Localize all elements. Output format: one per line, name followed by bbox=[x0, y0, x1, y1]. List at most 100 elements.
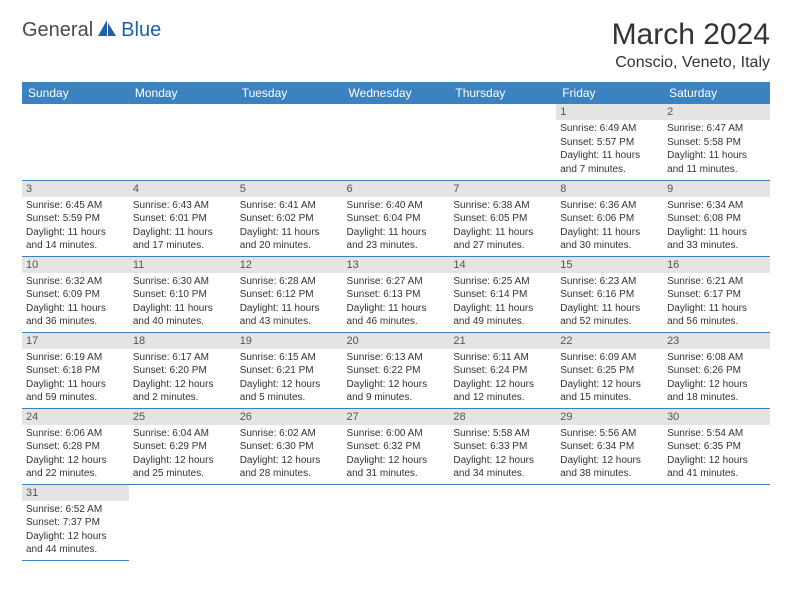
sun-info: Sunrise: 6:52 AMSunset: 7:37 PMDaylight:… bbox=[22, 501, 129, 557]
day-number: 23 bbox=[663, 333, 770, 349]
sun-info: Sunrise: 6:43 AMSunset: 6:01 PMDaylight:… bbox=[129, 197, 236, 253]
sun-info: Sunrise: 6:02 AMSunset: 6:30 PMDaylight:… bbox=[236, 425, 343, 481]
day-number: 6 bbox=[343, 181, 450, 197]
day-number: 1 bbox=[556, 104, 663, 120]
calendar-day-cell: 16Sunrise: 6:21 AMSunset: 6:17 PMDayligh… bbox=[663, 256, 770, 332]
sun-info: Sunrise: 6:11 AMSunset: 6:24 PMDaylight:… bbox=[449, 349, 556, 405]
calendar-day-cell: 5Sunrise: 6:41 AMSunset: 6:02 PMDaylight… bbox=[236, 180, 343, 256]
sun-info: Sunrise: 6:49 AMSunset: 5:57 PMDaylight:… bbox=[556, 120, 663, 176]
sun-info: Sunrise: 6:40 AMSunset: 6:04 PMDaylight:… bbox=[343, 197, 450, 253]
weekday-header: Monday bbox=[129, 82, 236, 104]
sun-info: Sunrise: 6:41 AMSunset: 6:02 PMDaylight:… bbox=[236, 197, 343, 253]
calendar-week-row: 17Sunrise: 6:19 AMSunset: 6:18 PMDayligh… bbox=[22, 332, 770, 408]
day-number: 13 bbox=[343, 257, 450, 273]
day-number: 20 bbox=[343, 333, 450, 349]
calendar-day-cell: 19Sunrise: 6:15 AMSunset: 6:21 PMDayligh… bbox=[236, 332, 343, 408]
weekday-header: Sunday bbox=[22, 82, 129, 104]
calendar-day-cell: 9Sunrise: 6:34 AMSunset: 6:08 PMDaylight… bbox=[663, 180, 770, 256]
day-number: 9 bbox=[663, 181, 770, 197]
calendar-day-cell: 2Sunrise: 6:47 AMSunset: 5:58 PMDaylight… bbox=[663, 104, 770, 180]
calendar-day-cell: 1Sunrise: 6:49 AMSunset: 5:57 PMDaylight… bbox=[556, 104, 663, 180]
calendar-day-cell: 28Sunrise: 5:58 AMSunset: 6:33 PMDayligh… bbox=[449, 408, 556, 484]
day-number: 31 bbox=[22, 485, 129, 501]
weekday-header: Thursday bbox=[449, 82, 556, 104]
day-number: 17 bbox=[22, 333, 129, 349]
calendar-day-cell: 18Sunrise: 6:17 AMSunset: 6:20 PMDayligh… bbox=[129, 332, 236, 408]
sun-info: Sunrise: 6:32 AMSunset: 6:09 PMDaylight:… bbox=[22, 273, 129, 329]
weekday-header: Saturday bbox=[663, 82, 770, 104]
sun-info: Sunrise: 6:17 AMSunset: 6:20 PMDaylight:… bbox=[129, 349, 236, 405]
day-number: 24 bbox=[22, 409, 129, 425]
calendar-day-cell: 12Sunrise: 6:28 AMSunset: 6:12 PMDayligh… bbox=[236, 256, 343, 332]
calendar-day-cell: 31Sunrise: 6:52 AMSunset: 7:37 PMDayligh… bbox=[22, 484, 129, 560]
location: Conscio, Veneto, Italy bbox=[612, 54, 770, 72]
day-number: 15 bbox=[556, 257, 663, 273]
day-number: 7 bbox=[449, 181, 556, 197]
calendar-day-cell: 29Sunrise: 5:56 AMSunset: 6:34 PMDayligh… bbox=[556, 408, 663, 484]
title-block: March 2024 Conscio, Veneto, Italy bbox=[612, 18, 770, 72]
calendar-body: 1Sunrise: 6:49 AMSunset: 5:57 PMDaylight… bbox=[22, 104, 770, 560]
logo-text-general: General bbox=[22, 19, 93, 42]
calendar-empty-cell bbox=[22, 104, 129, 180]
day-number: 22 bbox=[556, 333, 663, 349]
sun-info: Sunrise: 6:00 AMSunset: 6:32 PMDaylight:… bbox=[343, 425, 450, 481]
sun-info: Sunrise: 6:13 AMSunset: 6:22 PMDaylight:… bbox=[343, 349, 450, 405]
calendar-empty-cell bbox=[343, 104, 450, 180]
day-number: 25 bbox=[129, 409, 236, 425]
sun-info: Sunrise: 6:27 AMSunset: 6:13 PMDaylight:… bbox=[343, 273, 450, 329]
calendar-day-cell: 27Sunrise: 6:00 AMSunset: 6:32 PMDayligh… bbox=[343, 408, 450, 484]
weekday-header: Tuesday bbox=[236, 82, 343, 104]
calendar-day-cell: 23Sunrise: 6:08 AMSunset: 6:26 PMDayligh… bbox=[663, 332, 770, 408]
calendar-day-cell: 6Sunrise: 6:40 AMSunset: 6:04 PMDaylight… bbox=[343, 180, 450, 256]
weekday-header: Friday bbox=[556, 82, 663, 104]
calendar-empty-cell bbox=[236, 484, 343, 560]
sun-info: Sunrise: 6:23 AMSunset: 6:16 PMDaylight:… bbox=[556, 273, 663, 329]
day-number: 3 bbox=[22, 181, 129, 197]
calendar-day-cell: 11Sunrise: 6:30 AMSunset: 6:10 PMDayligh… bbox=[129, 256, 236, 332]
day-number: 27 bbox=[343, 409, 450, 425]
weekday-header: Wednesday bbox=[343, 82, 450, 104]
sun-info: Sunrise: 6:04 AMSunset: 6:29 PMDaylight:… bbox=[129, 425, 236, 481]
calendar-table: SundayMondayTuesdayWednesdayThursdayFrid… bbox=[22, 82, 770, 561]
calendar-day-cell: 20Sunrise: 6:13 AMSunset: 6:22 PMDayligh… bbox=[343, 332, 450, 408]
day-number: 10 bbox=[22, 257, 129, 273]
sail-icon bbox=[96, 18, 118, 43]
calendar-day-cell: 10Sunrise: 6:32 AMSunset: 6:09 PMDayligh… bbox=[22, 256, 129, 332]
calendar-day-cell: 21Sunrise: 6:11 AMSunset: 6:24 PMDayligh… bbox=[449, 332, 556, 408]
sun-info: Sunrise: 6:21 AMSunset: 6:17 PMDaylight:… bbox=[663, 273, 770, 329]
calendar-week-row: 1Sunrise: 6:49 AMSunset: 5:57 PMDaylight… bbox=[22, 104, 770, 180]
sun-info: Sunrise: 5:58 AMSunset: 6:33 PMDaylight:… bbox=[449, 425, 556, 481]
calendar-week-row: 24Sunrise: 6:06 AMSunset: 6:28 PMDayligh… bbox=[22, 408, 770, 484]
sun-info: Sunrise: 6:09 AMSunset: 6:25 PMDaylight:… bbox=[556, 349, 663, 405]
calendar-empty-cell bbox=[343, 484, 450, 560]
sun-info: Sunrise: 6:36 AMSunset: 6:06 PMDaylight:… bbox=[556, 197, 663, 253]
day-number: 11 bbox=[129, 257, 236, 273]
day-number: 30 bbox=[663, 409, 770, 425]
calendar-week-row: 10Sunrise: 6:32 AMSunset: 6:09 PMDayligh… bbox=[22, 256, 770, 332]
sun-info: Sunrise: 6:08 AMSunset: 6:26 PMDaylight:… bbox=[663, 349, 770, 405]
day-number: 29 bbox=[556, 409, 663, 425]
day-number: 26 bbox=[236, 409, 343, 425]
logo: General Blue bbox=[22, 18, 161, 43]
day-number: 8 bbox=[556, 181, 663, 197]
calendar-empty-cell bbox=[129, 484, 236, 560]
calendar-week-row: 31Sunrise: 6:52 AMSunset: 7:37 PMDayligh… bbox=[22, 484, 770, 560]
sun-info: Sunrise: 6:47 AMSunset: 5:58 PMDaylight:… bbox=[663, 120, 770, 176]
calendar-week-row: 3Sunrise: 6:45 AMSunset: 5:59 PMDaylight… bbox=[22, 180, 770, 256]
calendar-day-cell: 24Sunrise: 6:06 AMSunset: 6:28 PMDayligh… bbox=[22, 408, 129, 484]
sun-info: Sunrise: 6:19 AMSunset: 6:18 PMDaylight:… bbox=[22, 349, 129, 405]
calendar-day-cell: 13Sunrise: 6:27 AMSunset: 6:13 PMDayligh… bbox=[343, 256, 450, 332]
sun-info: Sunrise: 6:15 AMSunset: 6:21 PMDaylight:… bbox=[236, 349, 343, 405]
sun-info: Sunrise: 6:28 AMSunset: 6:12 PMDaylight:… bbox=[236, 273, 343, 329]
sun-info: Sunrise: 6:45 AMSunset: 5:59 PMDaylight:… bbox=[22, 197, 129, 253]
calendar-empty-cell bbox=[129, 104, 236, 180]
day-number: 2 bbox=[663, 104, 770, 120]
sun-info: Sunrise: 6:38 AMSunset: 6:05 PMDaylight:… bbox=[449, 197, 556, 253]
sun-info: Sunrise: 6:25 AMSunset: 6:14 PMDaylight:… bbox=[449, 273, 556, 329]
calendar-day-cell: 14Sunrise: 6:25 AMSunset: 6:14 PMDayligh… bbox=[449, 256, 556, 332]
calendar-day-cell: 26Sunrise: 6:02 AMSunset: 6:30 PMDayligh… bbox=[236, 408, 343, 484]
day-number: 12 bbox=[236, 257, 343, 273]
calendar-day-cell: 22Sunrise: 6:09 AMSunset: 6:25 PMDayligh… bbox=[556, 332, 663, 408]
calendar-empty-cell bbox=[449, 484, 556, 560]
day-number: 14 bbox=[449, 257, 556, 273]
